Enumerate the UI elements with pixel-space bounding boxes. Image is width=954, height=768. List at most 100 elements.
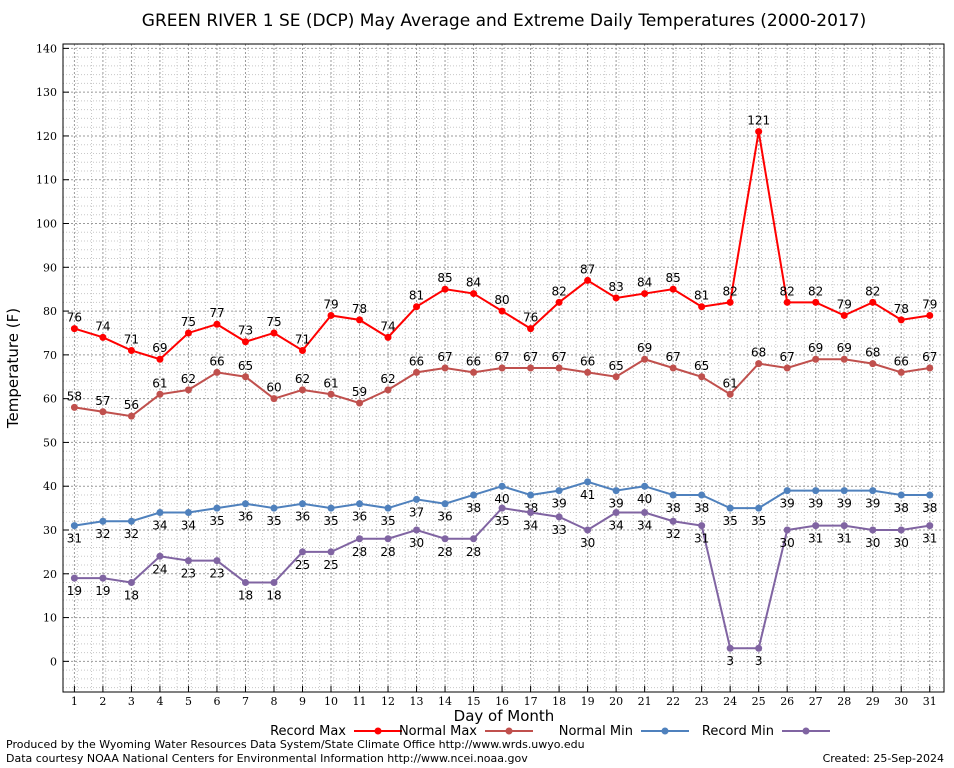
x-axis-label: Day of Month [454, 707, 555, 725]
data-point-normal-min [184, 508, 192, 516]
data-point-normal-min [127, 517, 135, 525]
data-point-normal-max [669, 364, 677, 372]
data-point-record-min [926, 522, 934, 530]
x-tick-label: 5 [185, 695, 192, 708]
data-point-record-min [327, 548, 335, 556]
data-point-record-min [298, 548, 306, 556]
data-label-normal-max: 69 [637, 341, 652, 355]
x-tick-label: 21 [638, 695, 652, 708]
data-label-record-min: 34 [523, 518, 538, 532]
data-label-normal-min: 39 [780, 497, 795, 511]
data-label-record-max: 75 [181, 315, 196, 329]
data-point-normal-max [184, 386, 192, 394]
data-label-record-min: 19 [95, 584, 110, 598]
legend-label: Normal Max [399, 724, 477, 739]
data-point-normal-max [897, 368, 905, 376]
data-point-normal-min [555, 487, 563, 495]
x-tick-label: 24 [723, 695, 737, 708]
data-point-normal-max [812, 355, 820, 363]
data-point-record-min [441, 535, 449, 543]
data-point-record-min [812, 522, 820, 530]
data-label-record-max: 79 [922, 297, 937, 311]
data-point-normal-min [840, 487, 848, 495]
data-label-normal-min: 38 [666, 501, 681, 515]
data-label-normal-min: 31 [67, 532, 82, 546]
data-label-normal-max: 68 [751, 346, 766, 360]
data-label-record-max: 71 [124, 332, 139, 346]
data-point-record-min [213, 557, 221, 565]
data-point-record-min [783, 526, 791, 534]
x-tick-label: 26 [780, 695, 794, 708]
data-label-normal-min: 37 [409, 505, 424, 519]
y-tick-label: 60 [43, 393, 57, 406]
data-point-record-max [698, 303, 706, 311]
data-label-normal-min: 39 [608, 497, 623, 511]
data-point-normal-min [213, 504, 221, 512]
data-point-normal-min [270, 504, 278, 512]
data-label-record-min: 32 [666, 527, 681, 541]
data-point-record-min [555, 513, 563, 521]
data-label-normal-max: 61 [723, 376, 738, 390]
data-point-record-max [270, 329, 278, 337]
data-point-record-max [99, 333, 107, 341]
data-label-record-max: 87 [580, 262, 595, 276]
data-label-normal-min: 35 [380, 514, 395, 528]
y-tick-label: 40 [43, 480, 57, 493]
data-label-record-min: 33 [551, 523, 566, 537]
data-label-normal-max: 67 [523, 350, 538, 364]
data-point-normal-max [498, 364, 506, 372]
legend-item-record-min: Record Min [702, 724, 830, 739]
data-label-record-max: 76 [67, 311, 82, 325]
data-point-normal-max [926, 364, 934, 372]
data-point-record-min [156, 552, 164, 560]
x-tick-label: 10 [324, 695, 338, 708]
data-point-normal-min [413, 495, 421, 503]
chart-title: GREEN RIVER 1 SE (DCP) May Average and E… [142, 11, 866, 31]
data-point-record-max [869, 298, 877, 306]
data-label-record-max: 82 [723, 284, 738, 298]
data-point-record-min [184, 557, 192, 565]
data-label-normal-max: 66 [209, 354, 224, 368]
data-point-record-max [413, 303, 421, 311]
data-label-record-max: 85 [437, 271, 452, 285]
data-point-normal-min [99, 517, 107, 525]
data-point-normal-min [298, 500, 306, 508]
x-tick-label: 23 [695, 695, 709, 708]
legend-label: Record Min [702, 724, 774, 739]
data-label-record-min: 28 [352, 545, 367, 559]
data-label-normal-min: 36 [295, 510, 310, 524]
data-label-normal-max: 66 [409, 354, 424, 368]
y-tick-label: 50 [43, 436, 57, 449]
data-label-record-max: 84 [637, 276, 652, 290]
data-point-normal-min [612, 487, 620, 495]
data-point-record-max [156, 355, 164, 363]
data-label-normal-min: 39 [837, 497, 852, 511]
data-point-record-max [726, 298, 734, 306]
legend-swatch-marker [505, 727, 513, 735]
data-point-record-max [184, 329, 192, 337]
legend-swatch-marker [661, 727, 669, 735]
y-tick-label: 120 [36, 130, 57, 143]
x-tick-label: 3 [128, 695, 135, 708]
data-point-normal-min [584, 478, 592, 486]
data-label-record-max: 84 [466, 276, 481, 290]
data-point-record-max [356, 316, 364, 324]
data-point-record-min [356, 535, 364, 543]
data-label-record-max: 79 [837, 297, 852, 311]
data-label-normal-min: 34 [152, 518, 167, 532]
data-point-normal-max [298, 386, 306, 394]
data-point-record-min [669, 517, 677, 525]
data-point-record-max [555, 298, 563, 306]
data-point-record-max [298, 346, 306, 354]
data-point-record-max [812, 298, 820, 306]
legend-item-normal-max: Normal Max [399, 724, 533, 739]
data-label-record-max: 82 [551, 284, 566, 298]
data-label-normal-max: 67 [551, 350, 566, 364]
series-record-max: 76 74 71 69 75 77 73 75 71 79 78 74 81 85 84 80 76 82 87 83… [67, 114, 937, 363]
y-tick-label: 10 [43, 612, 57, 625]
y-tick-label: 30 [43, 524, 57, 537]
x-tick-label: 30 [894, 695, 908, 708]
x-tick-label: 15 [467, 695, 481, 708]
